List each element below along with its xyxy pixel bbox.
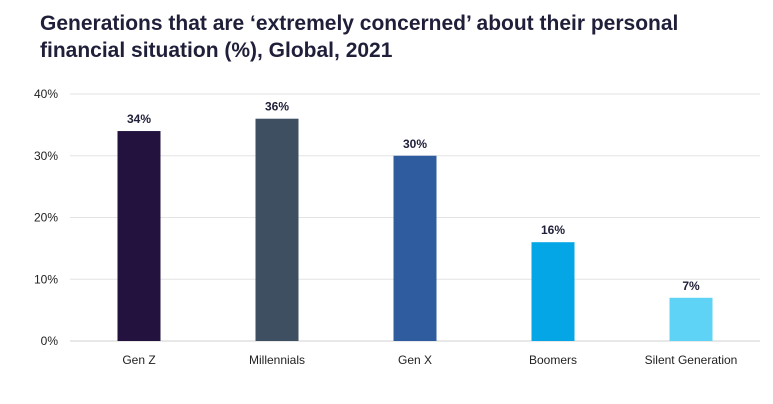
chart-title: Generations that are ‘extremely concerne…	[40, 12, 679, 62]
y-tick-label: 0%	[41, 334, 59, 348]
bar-silent-generation	[669, 297, 713, 341]
data-label: 7%	[682, 279, 700, 293]
x-tick-label: Millennials	[249, 353, 305, 367]
y-tick-label: 10%	[34, 272, 58, 286]
y-axis-ticks: 0% 10% 20% 30% 40%	[34, 87, 58, 348]
bar-gen-x	[393, 155, 437, 341]
x-tick-label: Boomers	[529, 353, 577, 367]
x-tick-label: Silent Generation	[645, 353, 738, 367]
y-tick-label: 40%	[34, 87, 58, 101]
data-label: 36%	[265, 100, 289, 114]
data-labels: 34% 36% 30% 16% 7%	[127, 100, 700, 293]
data-label: 34%	[127, 112, 151, 126]
bars	[117, 118, 713, 341]
x-tick-label: Gen Z	[122, 353, 155, 367]
y-tick-label: 20%	[34, 211, 58, 225]
bar-gen-z	[117, 131, 161, 341]
x-axis-ticks: Gen Z Millennials Gen X Boomers Silent Gener…	[122, 353, 737, 367]
bar-boomers	[531, 242, 575, 341]
bar-millennials	[255, 118, 299, 341]
data-label: 30%	[403, 137, 427, 151]
data-label: 16%	[541, 223, 565, 237]
y-tick-label: 30%	[34, 149, 58, 163]
x-tick-label: Gen X	[398, 353, 432, 367]
